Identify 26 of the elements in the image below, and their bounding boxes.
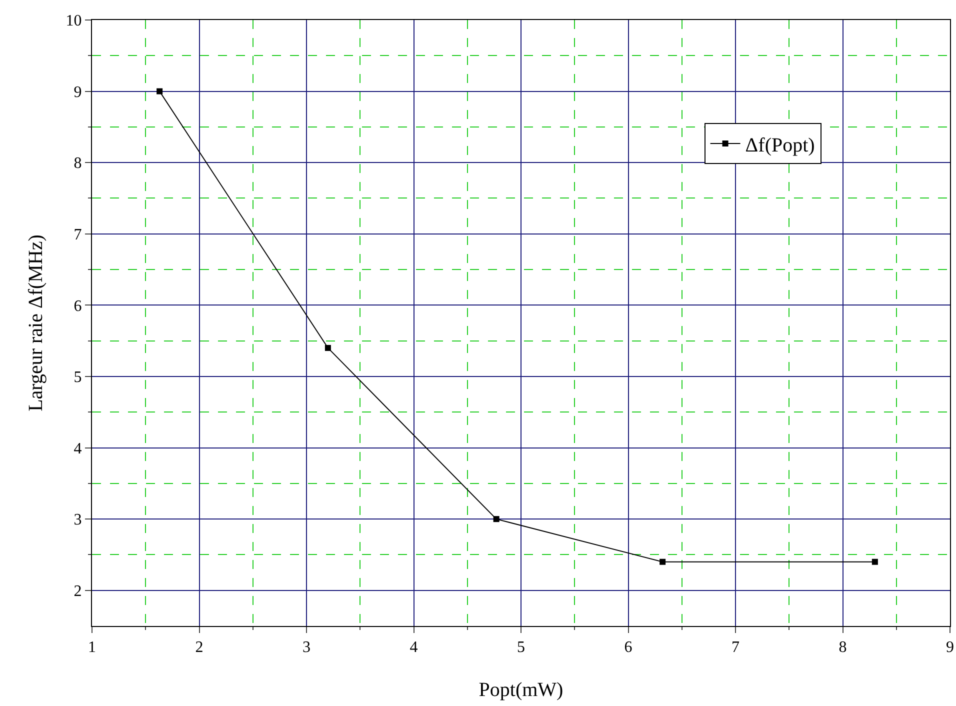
- x-tick-label: 3: [302, 639, 310, 656]
- legend-label: Δf(Popt): [745, 134, 815, 156]
- point: [156, 88, 163, 94]
- y-axis-title: Largeur raie Δf(MHz): [25, 234, 47, 412]
- y-tick-label: 6: [74, 298, 82, 315]
- y-tick-label: 2: [74, 582, 82, 600]
- y-tick-label: 8: [74, 155, 82, 172]
- x-tick-label: 5: [517, 639, 525, 656]
- point: [324, 344, 331, 351]
- point: [660, 558, 666, 565]
- y-tick-label: 3: [74, 512, 82, 529]
- y-tick-label: 9: [74, 84, 82, 101]
- point: [872, 558, 878, 565]
- x-tick-label: 4: [410, 639, 418, 656]
- y-tick-label: 5: [74, 369, 82, 386]
- x-tick-label: 2: [195, 639, 204, 656]
- x-tick-label: 6: [624, 639, 632, 656]
- x-tick-label: 9: [946, 639, 954, 656]
- y-tick-label: 7: [74, 226, 82, 244]
- y-tick-label: 4: [74, 440, 82, 458]
- y-tick-label: 10: [66, 12, 82, 30]
- x-tick-label: 7: [732, 639, 740, 656]
- x-tick-label: 1: [88, 639, 96, 656]
- point: [493, 516, 500, 522]
- x-axis-title: Popt(mW): [478, 679, 564, 701]
- x-tick-label: 8: [838, 639, 847, 656]
